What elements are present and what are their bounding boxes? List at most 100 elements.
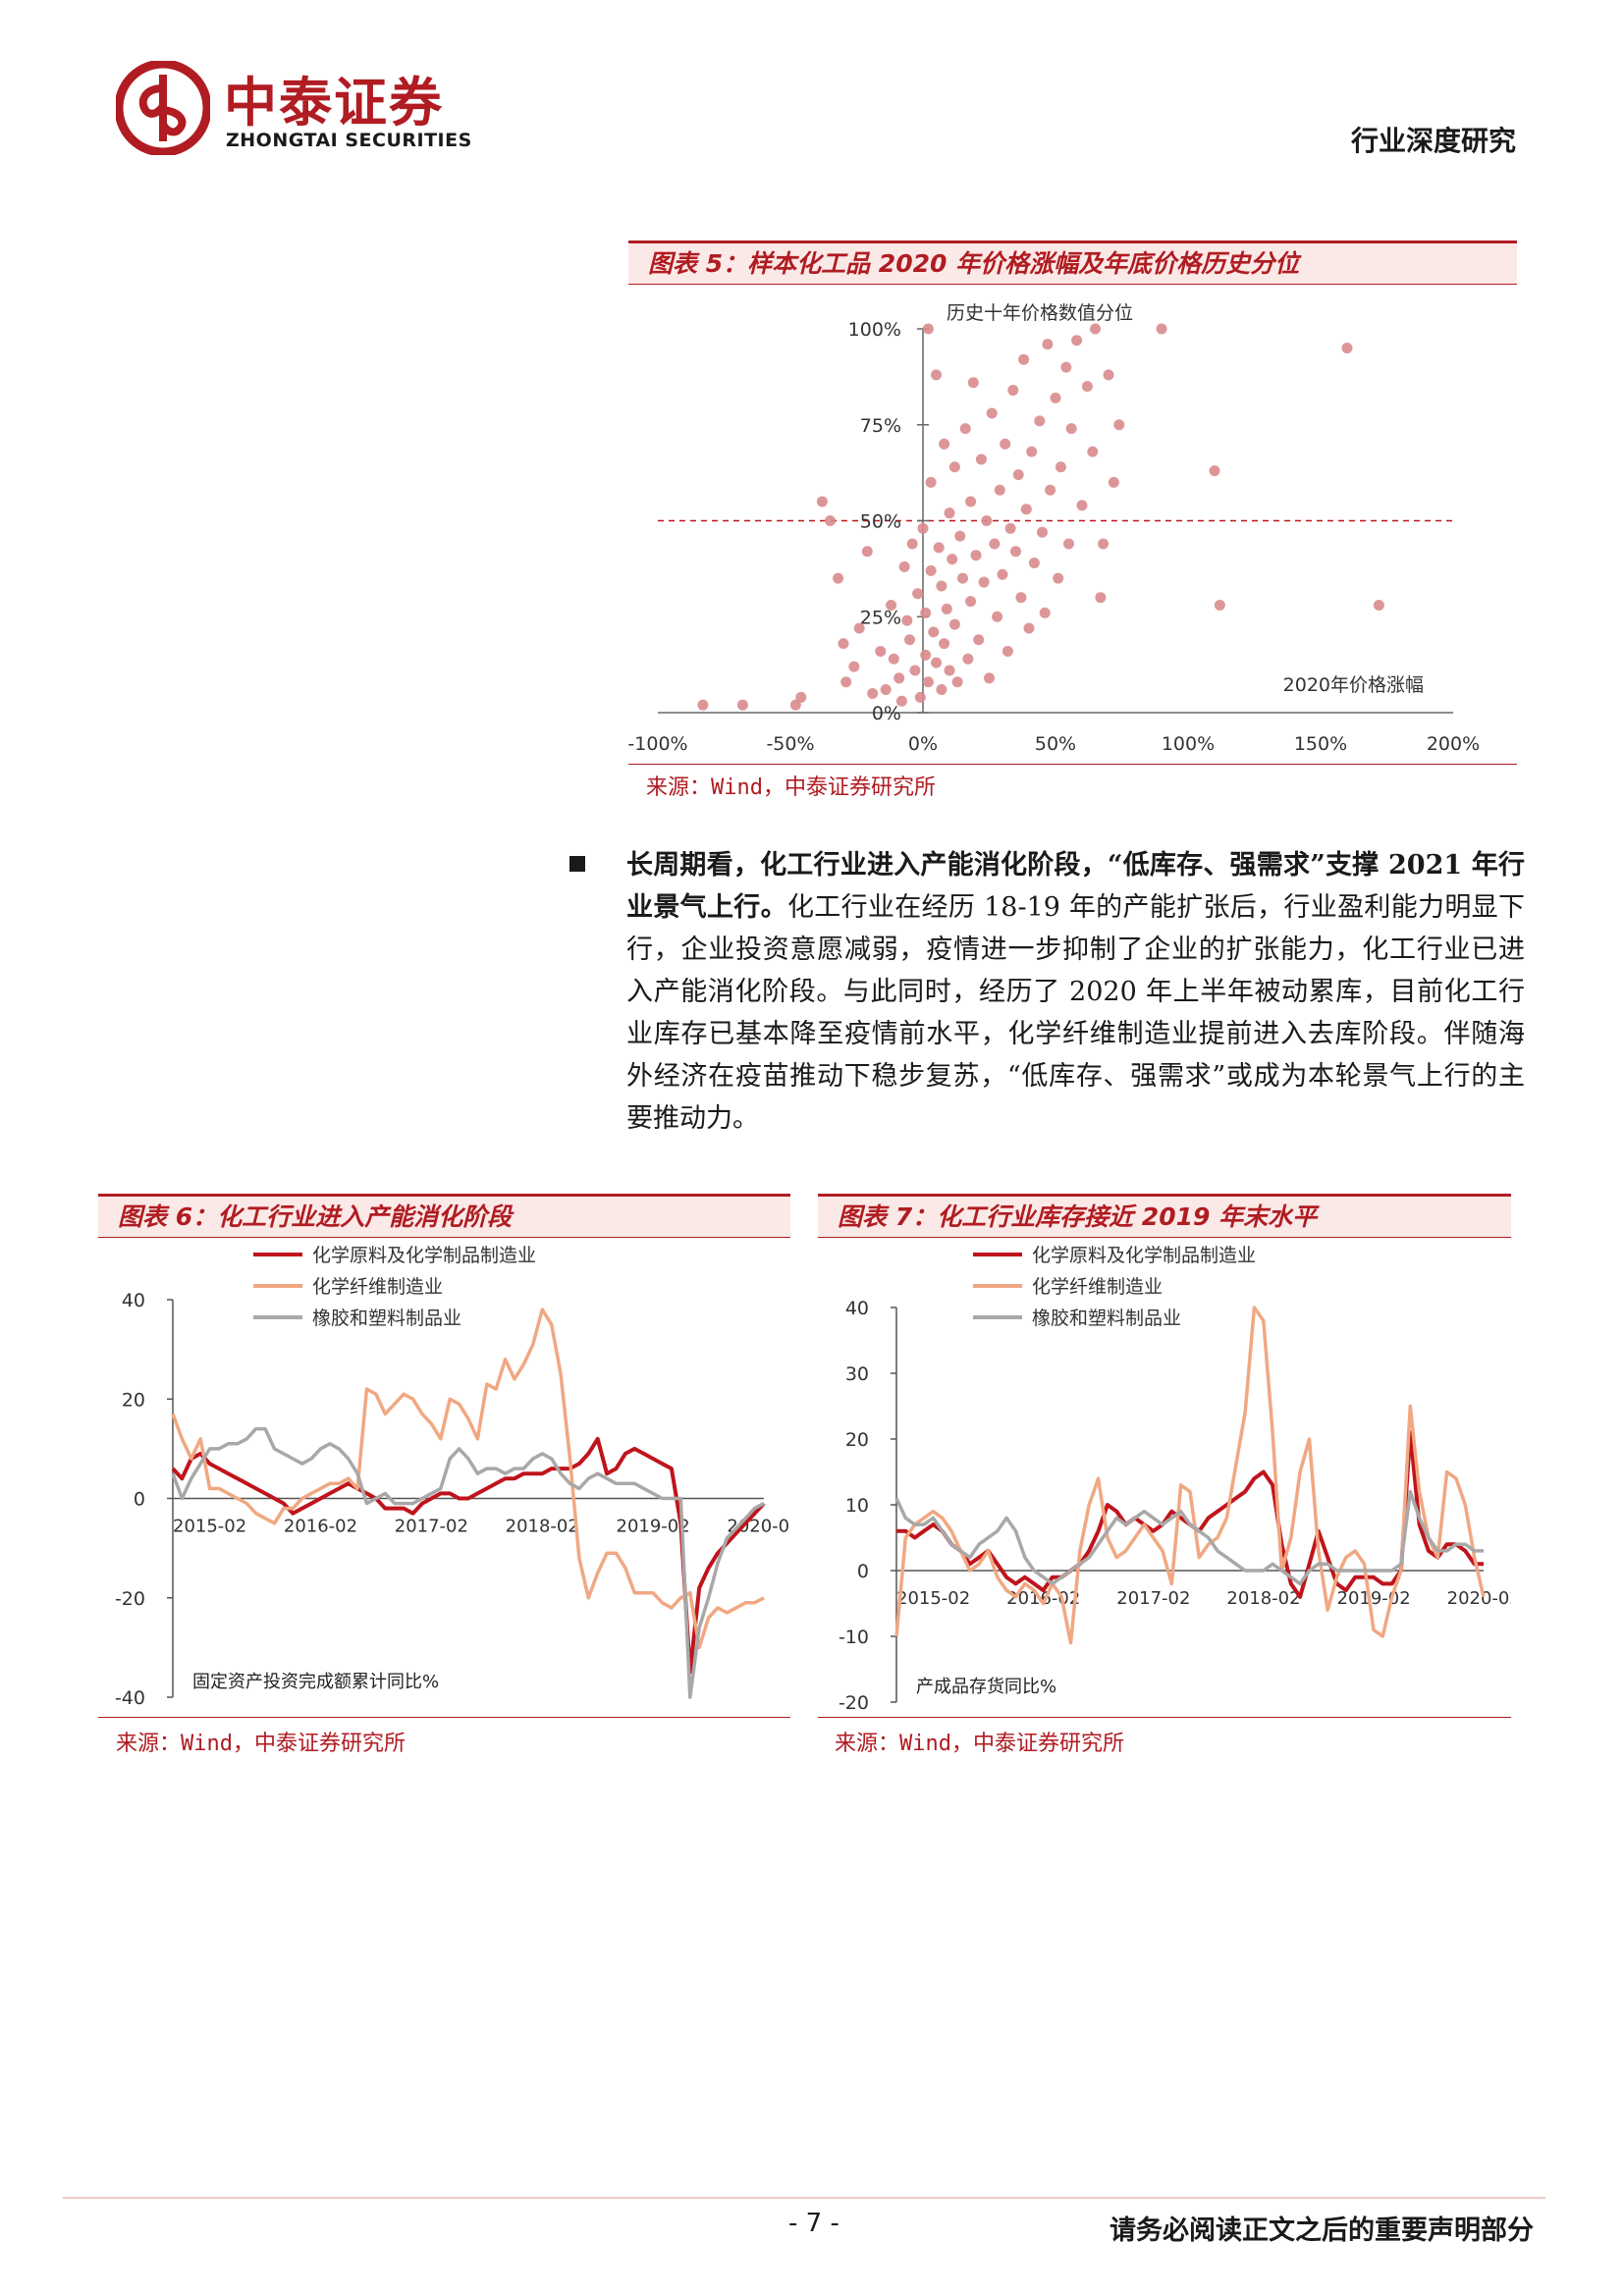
scatter-point (1156, 323, 1167, 335)
scatter-point (909, 665, 921, 676)
paragraph-body: 化工行业在经历 18-19 年的产能扩张后，行业盈利能力明显下行，企业投资意愿减… (626, 892, 1526, 1134)
y-axis-title: 历史十年价格数值分位 (947, 302, 1133, 324)
scatter-point (1012, 469, 1024, 481)
scatter-point (1108, 476, 1119, 488)
scatter-point (1018, 353, 1030, 365)
scatter-point (825, 515, 836, 526)
scatter-point (1037, 526, 1048, 538)
scatter-point (1060, 361, 1072, 373)
figure-7-title: 图表 7：化工行业库存接近 2019 年末水平 (818, 1197, 1511, 1238)
scatter-point (1023, 622, 1035, 634)
y-tick-label: 25% (860, 607, 901, 628)
scatter-point (936, 580, 947, 592)
scatter-point (941, 603, 952, 614)
scatter-point (957, 572, 968, 584)
figure-7-source: 来源：Wind，中泰证券研究所 (835, 1732, 1124, 1756)
scatter-point (925, 476, 937, 488)
scatter-point (922, 676, 934, 688)
legend-label-1: 化学原料及化学制品制造业 (312, 1245, 536, 1266)
scatter-point (978, 576, 990, 588)
figure-5-source: 来源：Wind，中泰证券研究所 (646, 775, 936, 800)
y-tick-label: 50% (860, 511, 901, 533)
y-tick-label: -10 (839, 1627, 869, 1648)
scatter-point (1001, 645, 1013, 657)
scatter-point (904, 634, 915, 646)
scatter-point (1055, 461, 1066, 473)
scatter-point (1004, 522, 1016, 534)
series-line-3 (894, 1489, 1484, 1586)
series-line-1 (896, 1430, 1484, 1599)
y-tick-label: -20 (115, 1588, 145, 1610)
x-tick-label: 2016-02 (284, 1517, 357, 1537)
scatter-point (906, 538, 918, 550)
scatter-point (886, 600, 897, 612)
scatter-point (920, 607, 932, 618)
scatter-point (1045, 484, 1056, 496)
x-tick-label: 2018-02 (1226, 1588, 1300, 1609)
brand-name-cn: 中泰证券 (224, 72, 444, 133)
scatter-point (1063, 538, 1074, 550)
series-line-2 (894, 1306, 1486, 1645)
scatter-point (1026, 446, 1038, 457)
scatter-point (944, 665, 955, 676)
x-tick-label: 2019-02 (617, 1517, 690, 1537)
paragraph-lead: 长周期看，化工行业进入产能消化阶段，“低库存、强需求”支撑 2021 年行业景气… (626, 850, 1525, 923)
footer-disclaimer: 请务必阅读正文之后的重要声明部分 (1110, 2216, 1534, 2246)
scatter-point (880, 684, 892, 696)
scatter-point (895, 695, 907, 707)
figure-5-title: 图表 5：样本化工品 2020 年价格涨幅及年底价格历史分位 (628, 243, 1517, 285)
x-tick-label: 2019-02 (1337, 1588, 1411, 1609)
scatter-point (965, 596, 977, 608)
x-tick-label: 2018-02 (506, 1517, 579, 1537)
scatter-point (917, 522, 929, 534)
scatter-point (1000, 438, 1011, 450)
scatter-point (984, 672, 995, 684)
report-type: 行业深度研究 (1350, 125, 1516, 157)
x-tick-label: 2015-02 (896, 1588, 970, 1609)
scatter-point (975, 454, 987, 465)
scatter-point (1050, 392, 1061, 403)
x-tick-label: 150% (1294, 733, 1347, 755)
scatter-point (789, 699, 801, 711)
scatter-point (944, 507, 955, 519)
scatter-point (951, 676, 963, 688)
scatter-point (1007, 385, 1019, 397)
scatter-point (838, 638, 849, 650)
scatter-point (965, 496, 977, 507)
scatter-point (947, 554, 958, 565)
scatter-point (981, 515, 993, 526)
y-tick-label: 10 (845, 1495, 869, 1517)
scatter-point (959, 423, 971, 435)
scatter-point (1028, 558, 1040, 569)
y-tick-label: 20 (845, 1429, 869, 1451)
y-tick-label: 100% (848, 319, 901, 341)
x-tick-label: 50% (1035, 733, 1076, 755)
scatter-point (888, 653, 899, 665)
scatter-point (1010, 546, 1021, 558)
scatter-point (973, 634, 985, 646)
scatter-point (922, 323, 934, 335)
scatter-point (1015, 592, 1027, 604)
x-tick-label: 2015-02 (173, 1517, 246, 1537)
series-line-1 (171, 1436, 766, 1675)
scatter-point (898, 561, 910, 572)
scatter-point (736, 699, 748, 711)
body-paragraph: 长周期看，化工行业进入产能消化阶段，“低库存、强需求”支撑 2021 年行业景气… (626, 844, 1525, 1140)
x-tick-label: -100% (628, 733, 688, 755)
scatter-point (928, 626, 940, 638)
legend-label-2: 化学纤维制造业 (1032, 1276, 1163, 1298)
scatter-point (1071, 335, 1083, 347)
figure-6: 图表 6：化工行业进入产能消化阶段 40 20 0 -20 -40 2015-02 2016… (98, 1194, 790, 1718)
scatter-point (967, 377, 979, 389)
figure-5: 图表 5：样本化工品 2020 年价格涨幅及年底价格历史分位 0% 25% 50% 7… (628, 240, 1517, 765)
y-tick-label: 20 (122, 1389, 145, 1411)
x-tick-label: 200% (1427, 733, 1480, 755)
scatter-point (1341, 343, 1353, 354)
scatter-point (954, 530, 966, 542)
y-tick-label: 30 (845, 1363, 869, 1385)
y-tick-label: 75% (860, 415, 901, 437)
x-tick-label: 2020-02 (1447, 1588, 1511, 1609)
scatter-point (1065, 423, 1077, 435)
series-line-3 (171, 1426, 765, 1699)
legend-label-3: 橡胶和塑料制品业 (1032, 1308, 1181, 1329)
